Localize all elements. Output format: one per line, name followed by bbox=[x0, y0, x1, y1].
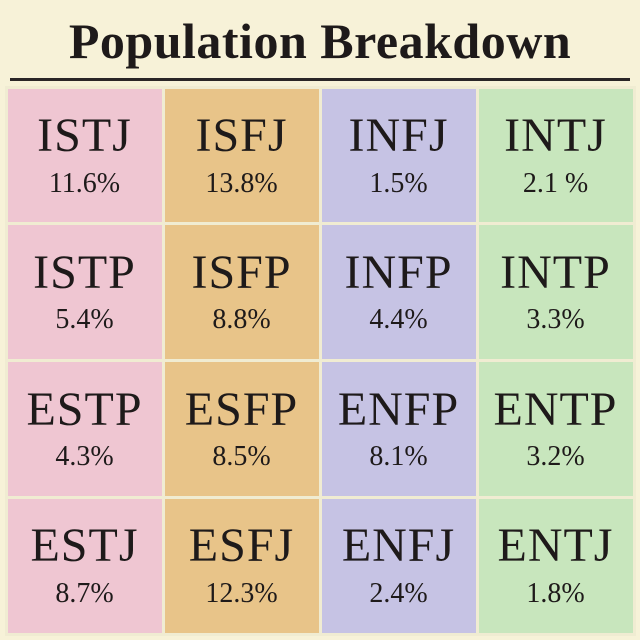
type-cell-enfp: ENFP 8.1% bbox=[319, 359, 479, 499]
type-cell-isfj: ISFJ 13.8% bbox=[162, 86, 322, 226]
type-cell-entj: ENTJ 1.8% bbox=[476, 496, 636, 636]
type-percentage: 2.1 % bbox=[523, 168, 588, 200]
type-percentage: 8.8% bbox=[212, 304, 270, 336]
type-code: ESTJ bbox=[30, 521, 138, 571]
type-percentage: 4.4% bbox=[369, 304, 427, 336]
type-code: ISFJ bbox=[195, 111, 287, 161]
type-code: INFP bbox=[344, 248, 452, 298]
type-code: ENTJ bbox=[498, 521, 614, 571]
type-code: INFJ bbox=[348, 111, 448, 161]
type-percentage: 13.8% bbox=[205, 168, 277, 200]
type-percentage: 4.3% bbox=[55, 441, 113, 473]
type-percentage: 8.7% bbox=[55, 578, 113, 610]
type-cell-estj: ESTJ 8.7% bbox=[5, 496, 165, 636]
type-code: ENFP bbox=[338, 385, 459, 435]
type-cell-esfj: ESFJ 12.3% bbox=[162, 496, 322, 636]
type-cell-enfj: ENFJ 2.4% bbox=[319, 496, 479, 636]
type-code: ESTP bbox=[26, 385, 142, 435]
type-cell-istp: ISTP 5.4% bbox=[5, 222, 165, 362]
type-percentage: 1.5% bbox=[369, 168, 427, 200]
type-code: ENFJ bbox=[342, 521, 455, 571]
header: Population Breakdown bbox=[10, 0, 630, 81]
type-cell-istj: ISTJ 11.6% bbox=[5, 86, 165, 226]
type-code: ISFP bbox=[191, 248, 291, 298]
type-cell-entp: ENTP 3.2% bbox=[476, 359, 636, 499]
mbti-grid: ISTJ 11.6% ISFJ 13.8% INFJ 1.5% INTJ 2.1 % ISTP 5… bbox=[0, 81, 640, 640]
type-percentage: 3.2% bbox=[526, 441, 584, 473]
type-cell-infp: INFP 4.4% bbox=[319, 222, 479, 362]
type-code: ISTP bbox=[33, 248, 136, 298]
type-code: ENTP bbox=[494, 385, 618, 435]
type-percentage: 2.4% bbox=[369, 578, 427, 610]
type-code: ISTJ bbox=[37, 111, 132, 161]
type-cell-esfp: ESFP 8.5% bbox=[162, 359, 322, 499]
type-percentage: 1.8% bbox=[526, 578, 584, 610]
type-cell-intj: INTJ 2.1 % bbox=[476, 86, 636, 226]
type-percentage: 3.3% bbox=[526, 304, 584, 336]
type-percentage: 12.3% bbox=[205, 578, 277, 610]
type-code: INTP bbox=[500, 248, 611, 298]
type-code: INTJ bbox=[504, 111, 607, 161]
type-percentage: 8.1% bbox=[369, 441, 427, 473]
type-percentage: 8.5% bbox=[212, 441, 270, 473]
type-percentage: 5.4% bbox=[55, 304, 113, 336]
type-code: ESFJ bbox=[189, 521, 294, 571]
type-cell-infj: INFJ 1.5% bbox=[319, 86, 479, 226]
type-cell-intp: INTP 3.3% bbox=[476, 222, 636, 362]
type-percentage: 11.6% bbox=[49, 168, 120, 200]
page-title: Population Breakdown bbox=[69, 13, 571, 69]
type-code: ESFP bbox=[185, 385, 298, 435]
type-cell-isfp: ISFP 8.8% bbox=[162, 222, 322, 362]
type-cell-estp: ESTP 4.3% bbox=[5, 359, 165, 499]
